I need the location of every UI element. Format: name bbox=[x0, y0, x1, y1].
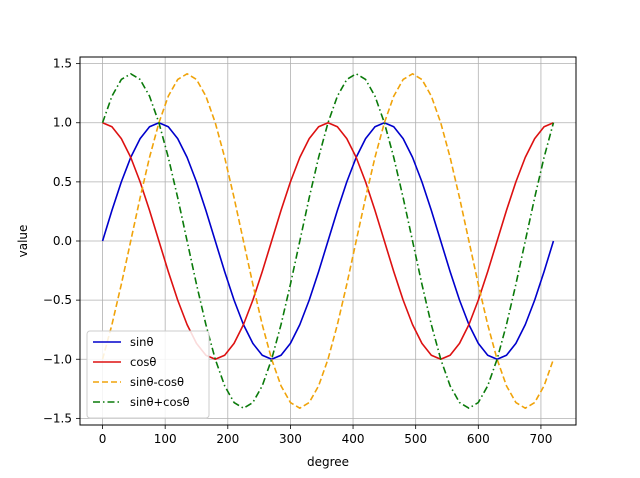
x-tick-label: 700 bbox=[529, 432, 552, 446]
y-tick-label: −1.0 bbox=[43, 352, 72, 366]
y-axis-label: value bbox=[16, 225, 30, 258]
y-tick-label: −1.5 bbox=[43, 411, 72, 425]
legend-label: sinθ bbox=[130, 335, 154, 349]
x-tick-label: 400 bbox=[342, 432, 365, 446]
legend-label: sinθ+cosθ bbox=[130, 395, 190, 409]
series-line-1 bbox=[101, 121, 555, 361]
axis-ticks: 0 100 200 300 400 500 600 700 −1.5 −1.0 −0.5 0.0 0.5… bbox=[43, 57, 553, 446]
y-tick-label: 1.0 bbox=[53, 116, 72, 130]
series-line-2 bbox=[102, 121, 554, 361]
series-line-3 bbox=[101, 72, 555, 410]
y-tick-label: −0.5 bbox=[43, 293, 72, 307]
y-tick-label: 0.5 bbox=[53, 175, 72, 189]
y-tick-label: 0.0 bbox=[53, 234, 72, 248]
y-tick-label: 1.5 bbox=[53, 57, 72, 71]
legend: sinθ cosθ sinθ-cosθ sinθ+cosθ bbox=[86, 330, 210, 419]
x-tick-label: 0 bbox=[99, 432, 107, 446]
x-tick-label: 300 bbox=[279, 432, 302, 446]
x-tick-label: 200 bbox=[216, 432, 239, 446]
series-line-4 bbox=[101, 72, 555, 410]
legend-label: cosθ bbox=[130, 355, 156, 369]
series-lines bbox=[101, 72, 555, 410]
x-tick-label: 100 bbox=[154, 432, 177, 446]
x-tick-label: 500 bbox=[404, 432, 427, 446]
legend-label: sinθ-cosθ bbox=[130, 375, 184, 389]
x-tick-label: 600 bbox=[467, 432, 490, 446]
legend-box bbox=[86, 330, 210, 419]
x-axis-label: degree bbox=[307, 455, 349, 469]
